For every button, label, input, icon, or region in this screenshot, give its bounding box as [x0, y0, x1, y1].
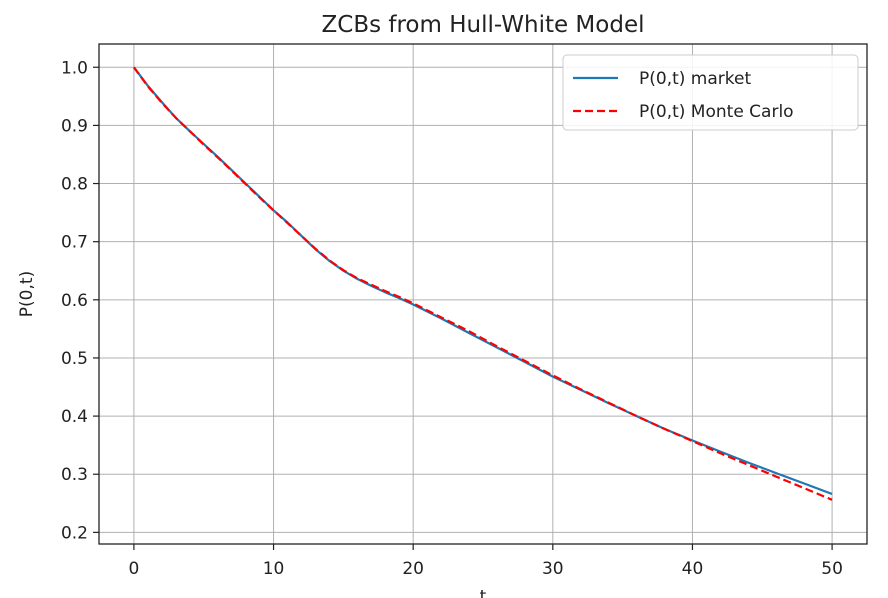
y-tick-label: 0.4	[61, 407, 88, 427]
y-tick-label: 0.3	[61, 465, 88, 485]
x-axis-title: t	[480, 587, 487, 598]
legend-box	[562, 54, 859, 131]
x-tick-label: 40	[682, 559, 704, 579]
y-tick-label: 0.6	[61, 291, 88, 311]
series-lines	[133, 66, 833, 501]
y-tick-label: 0.9	[61, 116, 88, 136]
axis-ticks: 0 10 20 30 40 50 0.2 0.3 0.4 0.5 0.6 0.7 0.8 0.9 1.0	[61, 58, 843, 579]
plot-frame	[98, 43, 868, 545]
x-tick-label: 10	[263, 559, 285, 579]
legend-label-monte-carlo: P(0,t) Monte Carlo	[639, 102, 794, 122]
y-tick-label: 0.8	[61, 175, 88, 195]
legend: P(0,t) market P(0,t) Monte Carlo	[562, 54, 859, 131]
grid	[99, 44, 867, 544]
x-tick-label: 0	[128, 559, 139, 579]
y-axis-title: P(0,t)	[17, 271, 37, 317]
monte-carlo-series-line	[133, 66, 833, 501]
y-tick-label: 0.2	[61, 523, 88, 543]
y-tick-label: 0.7	[61, 233, 88, 253]
x-tick-label: 30	[542, 559, 564, 579]
y-tick-label: 1.0	[61, 58, 88, 78]
x-tick-label: 20	[402, 559, 424, 579]
chart-title: ZCBs from Hull-White Model	[322, 12, 645, 38]
y-tick-label: 0.5	[61, 349, 88, 369]
legend-label-market: P(0,t) market	[639, 69, 751, 89]
x-tick-label: 50	[821, 559, 843, 579]
